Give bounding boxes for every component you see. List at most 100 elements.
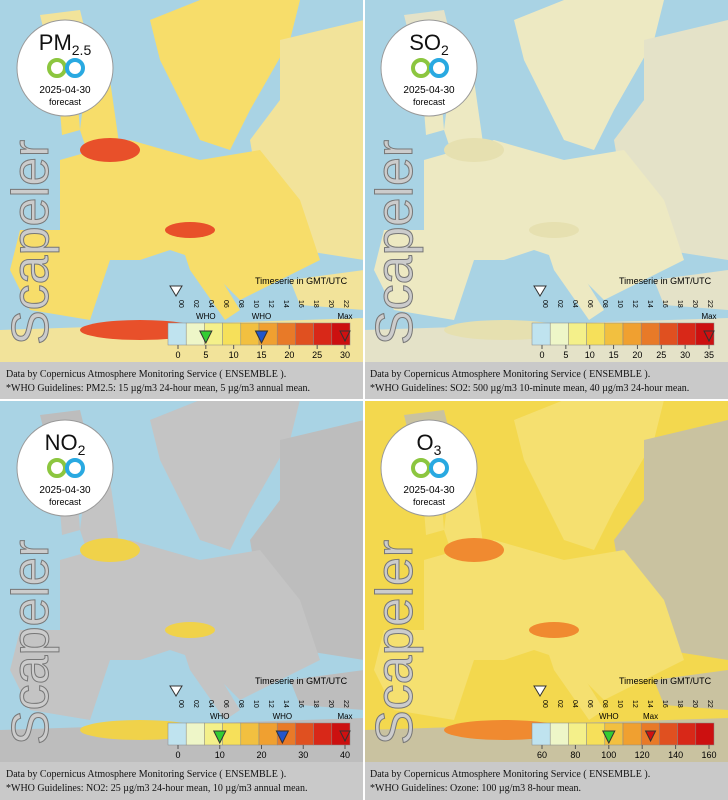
pollutant: NO2 [45, 430, 86, 458]
colorbar-segment [640, 322, 660, 346]
hour-label: 04 [571, 300, 578, 308]
footer [364, 762, 728, 800]
hour-label: 16 [297, 300, 304, 308]
colorbar-segment [549, 322, 569, 346]
brand: Scapeler [366, 140, 424, 345]
colorbar-segment [295, 322, 314, 346]
scale-label: 40 [340, 750, 350, 760]
pollutant-sub: 2 [78, 442, 86, 458]
hour-label: 18 [676, 300, 683, 308]
hour-label: 10 [616, 700, 623, 708]
colorbar-segment [222, 322, 242, 346]
max-marker [339, 330, 351, 343]
date: 2025-04-30 [39, 485, 91, 496]
timeserie: Timeserie in GMT/UTC [619, 676, 712, 686]
scale-label: 0 [175, 750, 180, 760]
pollutant-name: NO [45, 430, 78, 455]
scale-label: 30 [298, 750, 308, 760]
who-marker [275, 730, 290, 745]
time-marker [169, 685, 183, 697]
colorbar-segment [586, 722, 606, 746]
colorbar-segment [586, 322, 606, 346]
logo-ring [65, 458, 85, 478]
hour-label: 04 [207, 700, 214, 708]
hour-label: 18 [312, 300, 319, 308]
who-label: WHO [252, 312, 272, 321]
scale-label: 100 [601, 750, 616, 760]
hour-label: 06 [586, 300, 593, 308]
hour-label: 14 [646, 300, 653, 308]
brand: Scapeler [2, 540, 60, 745]
who-marker [254, 330, 269, 345]
pollutant-sub: 2.5 [72, 42, 92, 58]
max-label: Max [337, 312, 352, 321]
source: Data by Copernicus Atmosphere Monitoring… [6, 369, 286, 380]
colorbar-segment [677, 722, 697, 746]
guideline: *WHO Guidelines: SO2: 500 µg/m3 10-minut… [370, 383, 689, 394]
hour-label: 22 [342, 300, 349, 308]
hour-label: 08 [601, 700, 608, 708]
scale-label: 35 [704, 350, 714, 360]
scale-label: 5 [563, 350, 568, 360]
who-marker [601, 730, 616, 745]
pollutant-name: SO [409, 30, 441, 55]
hour-label: 20 [691, 700, 698, 708]
hour-label: 12 [267, 700, 274, 708]
hour-label: 08 [601, 300, 608, 308]
scale-label: 25 [312, 350, 322, 360]
hour-label: 20 [691, 300, 698, 308]
pollutant: PM2.5 [39, 30, 92, 58]
logo-ring [429, 458, 449, 478]
time-marker [533, 685, 547, 697]
colorbar-segment [677, 322, 697, 346]
max-label: Max [643, 712, 658, 721]
hour-label: 16 [297, 700, 304, 708]
hour-label: 04 [207, 300, 214, 308]
guideline: *WHO Guidelines: PM2.5: 15 µg/m3 24-hour… [6, 383, 310, 394]
hour-label: 20 [327, 300, 334, 308]
hour-label: 02 [192, 700, 199, 708]
max-marker [703, 330, 715, 343]
timeserie: Timeserie in GMT/UTC [255, 676, 348, 686]
colorbar-segment [240, 722, 260, 746]
max-label: Max [337, 712, 352, 721]
scale-label: 20 [256, 750, 266, 760]
hour-label: 10 [252, 300, 259, 308]
source: Data by Copernicus Atmosphere Monitoring… [6, 769, 286, 780]
max-marker [339, 730, 351, 743]
hour-label: 12 [631, 700, 638, 708]
logo-ring [429, 58, 449, 78]
hour-label: 16 [661, 300, 668, 308]
logo-ring [65, 58, 85, 78]
who-label: WHO [196, 312, 216, 321]
who-label: WHO [210, 712, 230, 721]
pollutant-name: PM [39, 30, 72, 55]
scale-label: 0 [175, 350, 180, 360]
scale-label: 60 [537, 750, 547, 760]
scale-label: 120 [635, 750, 650, 760]
scale-label: 10 [585, 350, 595, 360]
hour-label: 04 [571, 700, 578, 708]
date: 2025-04-30 [403, 85, 455, 96]
hour-label: 02 [556, 700, 563, 708]
colorbar-segment [276, 322, 296, 346]
hour-label: 08 [237, 700, 244, 708]
timeserie: Timeserie in GMT/UTC [255, 276, 348, 286]
guideline: *WHO Guidelines: Ozone: 100 µg/m3 8-hour… [370, 783, 581, 794]
scale-label: 10 [229, 350, 239, 360]
who-label: WHO [273, 712, 293, 721]
hour-label: 12 [631, 300, 638, 308]
colorbar-segment [295, 722, 314, 746]
hour-label: 06 [586, 700, 593, 708]
scale-label: 140 [668, 750, 683, 760]
forecast: forecast [413, 497, 446, 507]
hour-label: 10 [252, 700, 259, 708]
who-label: WHO [599, 712, 619, 721]
hour-label: 18 [312, 700, 319, 708]
hour-label: 16 [661, 700, 668, 708]
pollutant-sub: 2 [441, 42, 449, 58]
max-label: Max [701, 312, 716, 321]
